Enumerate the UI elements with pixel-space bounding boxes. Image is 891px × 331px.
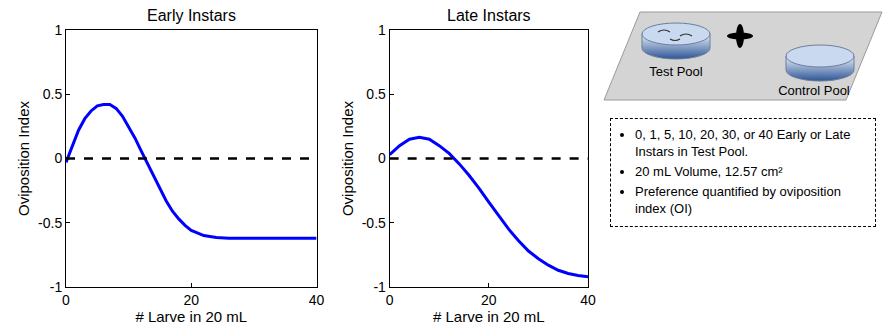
svg-text:20: 20 <box>481 292 497 308</box>
svg-text:-1: -1 <box>50 279 63 295</box>
html-text:0, 1, 5, 10, 20, 30, or 40 Ear: 0, 1, 5, 10, 20, 30, or 40 Early or Late… <box>635 127 851 159</box>
html-text:Preference quantified by ovipo: Preference quantified by oviposition ind… <box>635 184 841 216</box>
svg-text:-1: -1 <box>373 279 386 295</box>
svg-text:Oviposition Index: Oviposition Index <box>339 100 356 216</box>
svg-text:40: 40 <box>580 292 596 308</box>
svg-text:0: 0 <box>386 292 394 308</box>
svg-text:-0.5: -0.5 <box>38 215 62 231</box>
svg-text:1: 1 <box>54 22 62 38</box>
svg-text:# Larve in 20 mL: # Larve in 20 mL <box>433 308 545 325</box>
svg-text:0.5: 0.5 <box>366 86 386 102</box>
html-text:20 mL Volume, 12.57 cm²: 20 mL Volume, 12.57 cm² <box>635 164 783 179</box>
svg-text:20: 20 <box>183 292 199 308</box>
svg-text:0: 0 <box>62 292 70 308</box>
svg-text:# Larve in 20 mL: # Larve in 20 mL <box>135 308 247 325</box>
svg-text:40: 40 <box>309 292 325 308</box>
svg-text:Late Instars: Late Instars <box>447 7 531 24</box>
svg-text:Early Instars: Early Instars <box>147 7 236 24</box>
svg-text:Oviposition Index: Oviposition Index <box>15 100 32 216</box>
svg-text:1: 1 <box>378 22 386 38</box>
svg-text:0: 0 <box>378 150 386 166</box>
svg-text:0: 0 <box>54 150 62 166</box>
svg-text:0.5: 0.5 <box>43 86 63 102</box>
svg-text:Control Pool: Control Pool <box>778 83 850 98</box>
svg-text:-0.5: -0.5 <box>362 215 386 231</box>
svg-text:Test Pool: Test Pool <box>649 64 703 79</box>
